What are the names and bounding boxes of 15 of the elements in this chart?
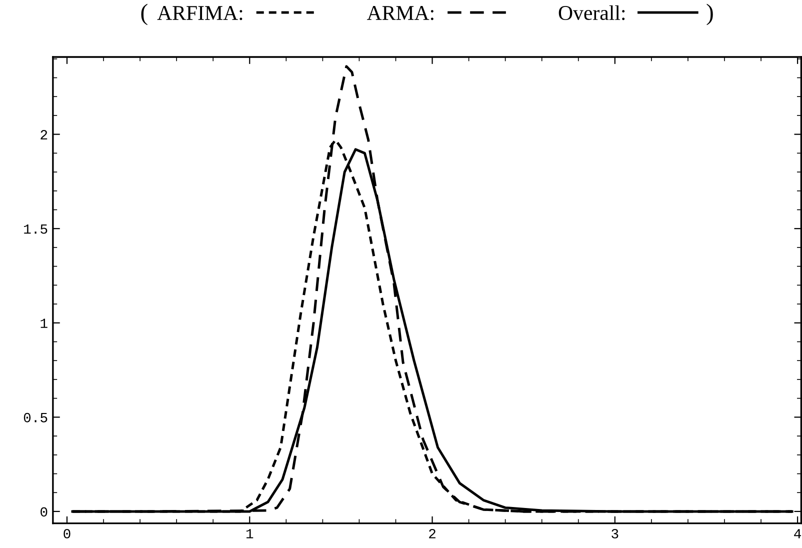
x-tick-label: 0 (64, 528, 70, 538)
x-tick-label: 1 (246, 529, 254, 538)
y-tick-label: 1 (40, 318, 48, 328)
x-tick-label: 2 (429, 528, 436, 538)
y-tick-label: 0.5 (24, 412, 48, 422)
y-tick-label: 1.5 (24, 224, 48, 234)
legend-label: Overall: (558, 5, 625, 20)
y-tick-label: 0 (40, 507, 48, 517)
text: ) (706, 4, 713, 26)
legend-label: ARMA: (366, 6, 434, 20)
legend-label: ARFIMA: (157, 6, 242, 20)
x-tick-label: 3 (612, 528, 618, 538)
y-tick-label: 2 (40, 130, 48, 140)
x-tick-label: 4 (794, 529, 802, 538)
text: ( (141, 4, 148, 26)
